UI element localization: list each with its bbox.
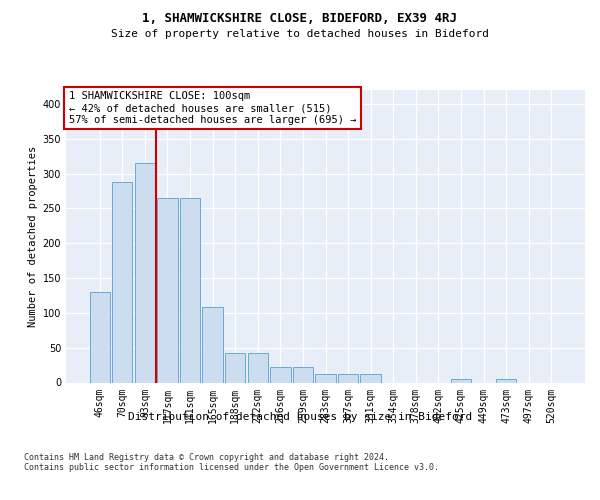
Bar (89, 292, 110, 382)
Text: Size of property relative to detached houses in Bideford: Size of property relative to detached ho… (111, 29, 489, 39)
Bar (180, 198, 200, 382)
Bar (112, 182, 133, 382)
Bar (270, 367, 290, 382)
Y-axis label: Number of detached properties: Number of detached properties (28, 146, 38, 327)
Bar (316, 374, 335, 382)
Bar (496, 379, 516, 382)
Bar (248, 353, 268, 382)
Bar (202, 308, 223, 382)
Text: Contains HM Land Registry data © Crown copyright and database right 2024.
Contai: Contains HM Land Registry data © Crown c… (24, 452, 439, 472)
Bar (361, 374, 381, 382)
Bar (135, 163, 155, 382)
Bar (157, 198, 178, 382)
Bar (338, 374, 358, 382)
Text: Distribution of detached houses by size in Bideford: Distribution of detached houses by size … (128, 412, 472, 422)
Bar (451, 379, 471, 382)
Text: 1 SHAMWICKSHIRE CLOSE: 100sqm
← 42% of detached houses are smaller (515)
57% of : 1 SHAMWICKSHIRE CLOSE: 100sqm ← 42% of d… (68, 92, 356, 124)
Text: 1, SHAMWICKSHIRE CLOSE, BIDEFORD, EX39 4RJ: 1, SHAMWICKSHIRE CLOSE, BIDEFORD, EX39 4… (143, 12, 458, 26)
Bar (293, 367, 313, 382)
Bar (225, 353, 245, 382)
